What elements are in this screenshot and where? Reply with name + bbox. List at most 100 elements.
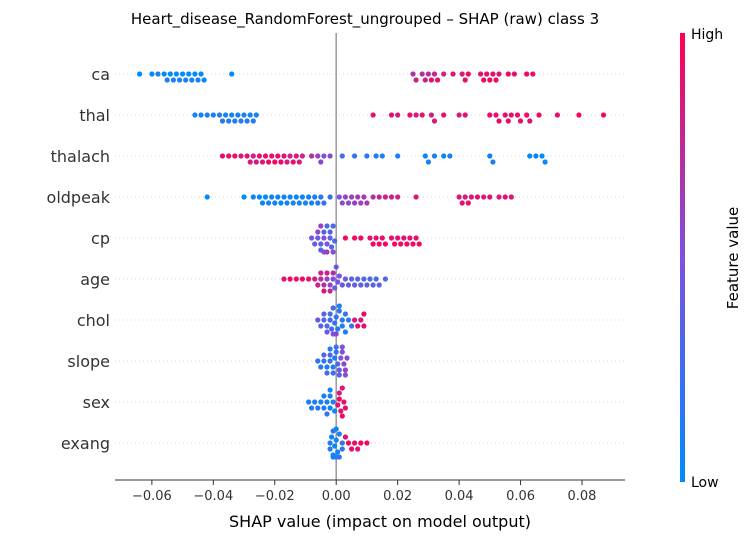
point-thal-28 [487,112,493,118]
point-exang-10 [336,454,342,460]
point-oldpeak-11 [281,194,287,200]
point-thal-32 [505,118,511,124]
point-ca-40 [524,71,530,77]
point-thalach-4 [244,153,250,159]
point-cp-5 [324,241,330,247]
point-oldpeak-7 [269,194,275,200]
point-oldpeak-12 [284,200,290,206]
point-chol-6 [329,326,335,332]
point-thalach-25 [318,159,324,165]
point-sex-15 [336,396,342,402]
point-cp-32 [401,235,407,241]
point-ca-18 [410,71,416,77]
point-chol-11 [339,317,345,323]
point-ca-3 [161,71,167,77]
point-cp-9 [332,238,338,244]
point-oldpeak-46 [468,194,474,200]
point-chol-23 [352,317,358,323]
point-oldpeak-33 [358,200,364,206]
point-age-32 [318,270,324,276]
point-thal-40 [576,112,582,118]
point-sex-14 [335,402,341,408]
colorbar-low-label: Low [691,475,719,491]
point-exang-15 [349,446,355,452]
x-tick-label-3: 0.00 [322,489,351,504]
point-thalach-41 [527,153,533,159]
point-oldpeak-3 [256,194,262,200]
point-sex-4 [318,399,324,405]
x-tick-label-1: −0.04 [193,489,233,504]
point-oldpeak-10 [278,200,284,206]
point-exang-12 [339,446,345,452]
point-age-17 [342,276,348,282]
point-ca-36 [493,77,499,83]
point-ca-27 [450,71,456,77]
point-age-14 [335,279,341,285]
row-guides [115,73,625,444]
point-oldpeak-30 [349,194,355,200]
point-oldpeak-42 [456,194,462,200]
point-oldpeak-22 [315,200,321,206]
point-oldpeak-45 [465,200,471,206]
point-ca-24 [431,71,438,77]
point-chol-27 [361,311,367,317]
point-age-9 [324,276,330,282]
point-chol-26 [361,323,367,329]
point-exang-0 [327,440,333,446]
point-chol-1 [318,323,324,329]
point-cp-28 [388,235,395,241]
point-slope-14 [344,355,350,361]
point-oldpeak-48 [481,194,487,200]
point-thalach-22 [299,153,305,159]
point-thalach-1 [226,153,232,159]
colorbar [680,33,685,482]
point-age-16 [339,282,345,288]
point-thal-30 [496,118,502,124]
point-exang-6 [336,431,342,437]
point-thalach-0 [219,153,226,159]
point-thal-5 [219,118,226,124]
point-cp-8 [330,223,336,229]
point-chol-22 [333,331,339,337]
point-cp-24 [373,235,379,241]
point-oldpeak-28 [342,194,348,200]
point-cp-22 [367,235,373,241]
point-thalach-23 [309,153,315,159]
point-ca-33 [484,71,490,77]
point-exang-16 [352,440,358,446]
point-thalach-28 [339,153,345,159]
feature-label-age: age [80,270,110,289]
point-sex-11 [324,411,330,417]
point-thalach-33 [395,153,401,159]
point-age-1 [287,276,293,282]
point-thal-18 [388,112,395,118]
point-thal-41 [600,112,607,118]
point-thalach-19 [290,159,296,165]
x-tick-label-0: −0.06 [132,489,172,504]
chart-title: Heart_disease_RandomForest_ungrouped – S… [131,10,599,29]
point-thalach-21 [296,159,302,165]
point-cp-11 [321,229,327,235]
point-age-25 [367,276,373,282]
point-age-11 [330,276,336,282]
point-slope-19 [321,352,327,358]
point-sex-17 [339,413,345,419]
point-oldpeak-5 [262,194,269,200]
feature-label-thalach: thalach [51,147,110,166]
point-age-4 [306,276,312,282]
point-chol-13 [345,317,352,323]
point-thal-38 [536,112,542,118]
point-age-5 [312,276,318,282]
point-oldpeak-34 [361,194,367,200]
point-exang-17 [355,446,361,452]
point-age-18 [345,282,352,288]
point-thal-31 [502,112,508,118]
feature-label-oldpeak: oldpeak [47,188,111,207]
point-slope-10 [338,355,344,361]
point-thalach-14 [275,153,281,159]
point-thalach-20 [293,153,299,159]
point-exang-21 [333,426,339,432]
point-thal-6 [223,112,229,118]
point-thal-11 [238,118,244,124]
